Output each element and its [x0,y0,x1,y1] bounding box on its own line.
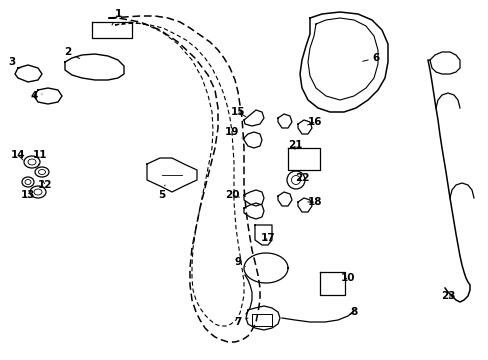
Text: 7: 7 [234,317,247,327]
Text: 22: 22 [294,173,308,183]
Text: 4: 4 [30,91,42,101]
Text: 6: 6 [362,53,379,63]
Text: 5: 5 [158,185,165,200]
Text: 14: 14 [11,150,25,160]
Text: 2: 2 [64,47,80,59]
Text: 11: 11 [33,150,47,165]
Text: 10: 10 [340,273,354,283]
Text: 19: 19 [224,127,242,138]
Text: 13: 13 [20,190,35,200]
Text: 8: 8 [349,307,357,317]
Text: 20: 20 [224,190,239,200]
Text: 21: 21 [287,140,302,150]
Text: 1: 1 [112,9,122,25]
Text: 16: 16 [307,117,322,127]
Text: 3: 3 [8,57,20,68]
Text: 18: 18 [307,197,322,207]
Text: 12: 12 [38,180,52,190]
Text: 15: 15 [230,107,245,117]
Text: 23: 23 [440,291,454,301]
Text: 9: 9 [234,257,245,267]
Text: 17: 17 [260,233,275,243]
